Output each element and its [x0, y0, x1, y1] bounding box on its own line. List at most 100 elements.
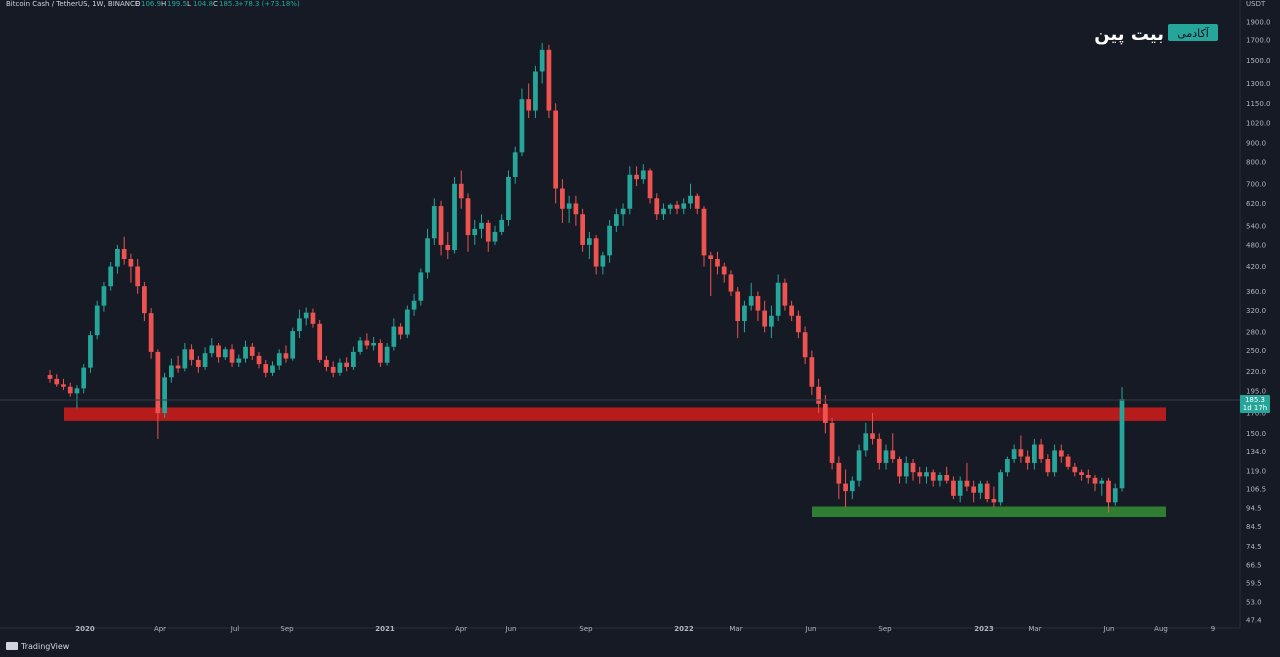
price-tick-label: 119.0 — [1246, 467, 1266, 475]
candle-body — [667, 204, 673, 209]
candle-body — [384, 346, 390, 363]
candle-body — [1072, 466, 1078, 473]
candle-body — [1005, 459, 1010, 473]
candle-body — [324, 359, 329, 367]
candle-body — [391, 326, 397, 347]
candle-body — [256, 355, 262, 365]
tradingview-logo[interactable]: TradingView — [6, 642, 70, 651]
time-tick-label: 2022 — [674, 625, 694, 633]
candle-body — [236, 358, 242, 363]
candle-body — [1038, 444, 1044, 460]
candle-body — [856, 450, 862, 481]
candle-body — [297, 318, 302, 332]
candle-body — [168, 365, 174, 378]
candle-body — [735, 291, 741, 322]
ohlc-low-value: 104.8 — [193, 0, 213, 8]
candle-body — [587, 238, 592, 245]
price-tick-label: 1700.0 — [1246, 37, 1271, 45]
candle-body — [445, 244, 451, 251]
candle-body — [1052, 450, 1057, 473]
price-tick-label: 800.0 — [1246, 159, 1266, 167]
candle-body — [654, 198, 660, 215]
candle-body — [944, 475, 950, 481]
candle-body — [991, 499, 997, 503]
candle-body — [148, 313, 154, 352]
candle-body — [829, 422, 835, 463]
candle-body — [67, 386, 73, 394]
candle-body — [472, 228, 478, 236]
candle-body — [978, 483, 983, 493]
candle-body — [903, 462, 909, 477]
price-tick-label: 360.0 — [1246, 288, 1266, 296]
candle-body — [1031, 444, 1037, 463]
time-tick-label: 9 — [1211, 625, 1215, 633]
candle-body — [1092, 477, 1098, 484]
logo-brand-text: بیت پین — [1094, 24, 1164, 45]
candle-body — [546, 49, 552, 111]
candle-body — [182, 349, 188, 369]
current-price-value: 185.3 — [1245, 396, 1265, 404]
candle-body — [337, 362, 343, 373]
candle-body — [573, 203, 579, 215]
candle-body — [661, 208, 666, 215]
candle-body — [195, 359, 201, 367]
candle-body — [708, 255, 714, 260]
price-tick-label: 106.5 — [1246, 485, 1266, 493]
price-tick-label: 480.0 — [1246, 241, 1266, 249]
candle-body — [425, 238, 430, 273]
price-tick-label: 1020.0 — [1246, 119, 1271, 127]
candle-body — [330, 366, 336, 373]
resistance-zone — [64, 407, 1166, 421]
candle-body — [1085, 475, 1091, 478]
candle-body — [249, 346, 255, 356]
candle-body — [290, 331, 296, 359]
time-tick-label: Sep — [280, 625, 294, 633]
candle-body — [836, 462, 842, 484]
price-tick-label: 47.4 — [1246, 617, 1262, 625]
candle-body — [1112, 488, 1118, 503]
candle-body — [796, 315, 801, 333]
candle-body — [243, 346, 248, 359]
candle-body — [775, 282, 781, 316]
time-tick-label: Sep — [579, 625, 593, 633]
candle-body — [317, 323, 323, 360]
candle-body — [115, 249, 120, 267]
candle-body — [263, 364, 269, 373]
candle-body — [88, 335, 93, 368]
candle-body — [189, 349, 194, 360]
candle-body — [1099, 480, 1105, 484]
candle-body — [47, 375, 53, 379]
support-zone — [812, 506, 1166, 518]
price-tick-label: 280.0 — [1246, 329, 1266, 337]
candle-body — [937, 475, 943, 481]
candle-body — [553, 110, 559, 189]
candle-body — [984, 483, 990, 500]
candle-body — [398, 326, 403, 335]
candle-body — [883, 450, 889, 463]
price-tick-label: 134.0 — [1246, 448, 1266, 456]
candle-body — [647, 170, 653, 199]
candle-body — [371, 342, 376, 346]
time-tick-label: 2023 — [974, 625, 994, 633]
candle-body — [303, 312, 309, 319]
candle-body — [674, 204, 680, 209]
candle-body — [721, 266, 727, 275]
price-tick-label: 84.5 — [1246, 523, 1262, 531]
candle-body — [897, 459, 902, 477]
price-tick-label: 250.0 — [1246, 347, 1266, 355]
ohlc-high-value: 199.5 — [167, 0, 187, 8]
candle-body — [270, 365, 275, 373]
candle-body — [951, 480, 956, 496]
candle-body — [566, 203, 572, 209]
candle-body — [890, 450, 896, 460]
candle-body — [782, 282, 788, 306]
candle-body — [54, 378, 60, 385]
price-axis-currency: USDT — [1246, 0, 1266, 8]
price-tick-label: 74.5 — [1246, 543, 1262, 551]
candle-body — [634, 174, 639, 180]
candle-body — [357, 340, 363, 352]
candle-body — [485, 222, 491, 242]
candle-countdown: 1d 17h — [1243, 404, 1267, 412]
symbol-title: Bitcoin Cash / TetherUS, 1W, BINANCE — [6, 0, 139, 8]
